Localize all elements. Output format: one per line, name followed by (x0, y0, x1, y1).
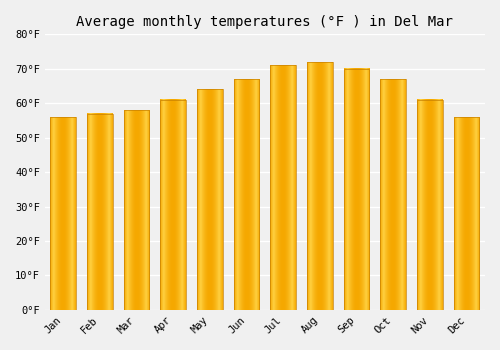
Bar (380, 79, 406, 310)
Bar (270, 65, 296, 310)
Bar (50, 117, 76, 310)
Bar (234, 79, 260, 310)
Bar (454, 117, 479, 310)
Bar (160, 100, 186, 310)
Bar (124, 110, 150, 310)
Title: Average monthly temperatures (°F ) in Del Mar: Average monthly temperatures (°F ) in De… (76, 15, 454, 29)
Bar (344, 69, 370, 310)
Bar (197, 90, 223, 310)
Bar (87, 113, 112, 310)
Bar (307, 62, 333, 310)
Bar (417, 100, 443, 310)
